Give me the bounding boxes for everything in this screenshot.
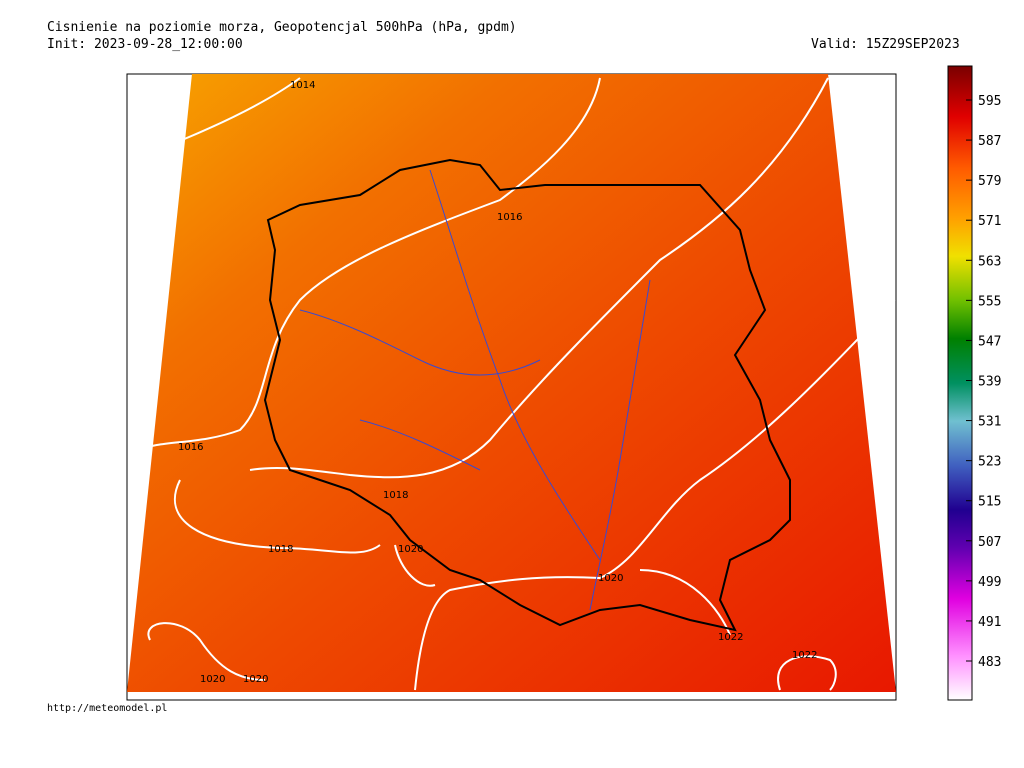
init-time: Init: 2023-09-28_12:00:00 bbox=[47, 37, 243, 52]
colorbar-label: 531 bbox=[978, 415, 1001, 430]
colorbar-label: 595 bbox=[978, 94, 1001, 109]
isobar-label: 1018 bbox=[383, 490, 408, 501]
valid-time: Valid: 15Z29SEP2023 bbox=[811, 37, 960, 52]
isobar-label: 1018 bbox=[268, 544, 293, 555]
colorbar-label: 523 bbox=[978, 455, 1001, 470]
colorbar-label: 499 bbox=[978, 575, 1001, 590]
isobar-label: 1022 bbox=[718, 632, 743, 643]
colorbar-label: 515 bbox=[978, 495, 1001, 510]
isobar-label: 1020 bbox=[200, 674, 225, 685]
colorbar-label: 539 bbox=[978, 375, 1001, 390]
colorbar-label: 547 bbox=[978, 334, 1001, 349]
borders bbox=[263, 158, 791, 632]
source-url: http://meteomodel.pl bbox=[47, 703, 168, 714]
isobar-label: 1020 bbox=[398, 544, 423, 555]
isobar-label: 1016 bbox=[178, 442, 203, 453]
colorbar-label: 491 bbox=[978, 615, 1001, 630]
isobar-label: 1016 bbox=[497, 212, 522, 223]
colorbar-label: 563 bbox=[978, 254, 1001, 269]
colorbar-label: 507 bbox=[978, 535, 1001, 550]
isobar-label: 1020 bbox=[243, 674, 268, 685]
colorbar-label: 587 bbox=[978, 134, 1001, 149]
colorbar-label: 483 bbox=[978, 655, 1001, 670]
map-title: Cisnienie na poziomie morza, Geopotencja… bbox=[47, 20, 517, 35]
colorbar-label: 571 bbox=[978, 214, 1001, 229]
colorbar-label: 555 bbox=[978, 294, 1001, 309]
rivers bbox=[299, 169, 651, 611]
isobar-label: 1022 bbox=[792, 650, 817, 661]
colorbar bbox=[947, 65, 973, 701]
isobar-label: 1014 bbox=[290, 80, 315, 91]
isobar-label: 1020 bbox=[598, 573, 623, 584]
colorbar-label: 579 bbox=[978, 174, 1001, 189]
colorbar-ticks: 595 587 579 571 563 555 547 539 531 523 515 507 499 4… bbox=[966, 94, 1001, 670]
isobar-labels: 1014 1016 1016 1018 1018 1020 1020 1020 … bbox=[178, 80, 817, 685]
isobars bbox=[139, 77, 896, 691]
